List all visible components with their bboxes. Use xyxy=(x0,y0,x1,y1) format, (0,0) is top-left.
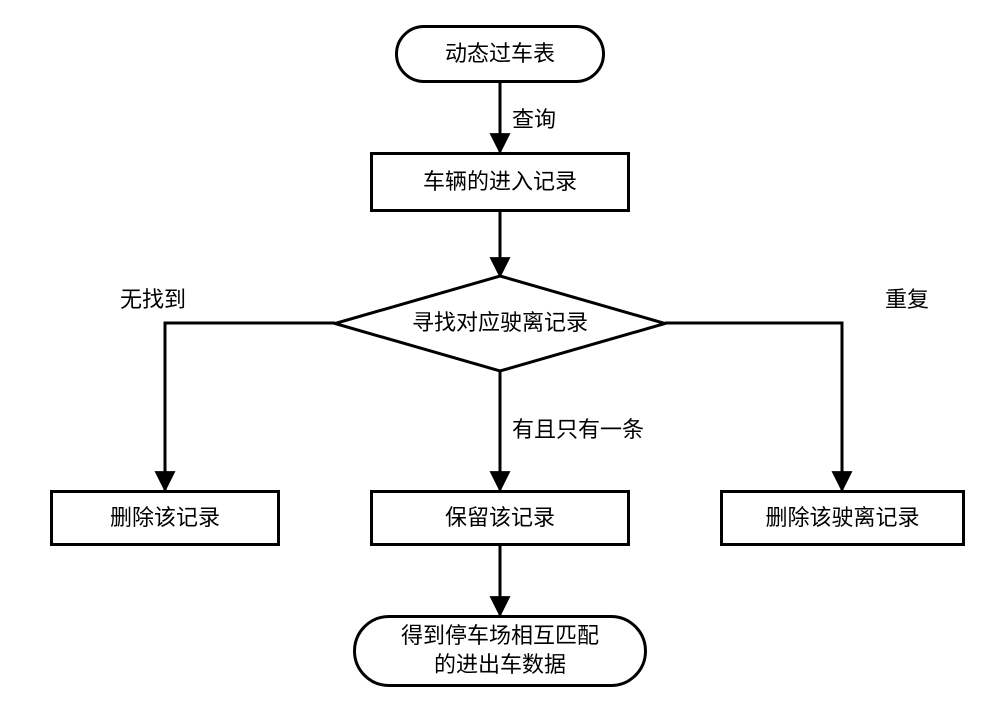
edge-label: 重复 xyxy=(885,282,929,314)
terminal-node: 得到停车场相互匹配 的进出车数据 xyxy=(353,615,647,687)
decision-label: 寻找对应驶离记录 xyxy=(335,276,665,371)
edge xyxy=(165,323,335,490)
terminal-node: 动态过车表 xyxy=(395,25,605,83)
process-node: 删除该驶离记录 xyxy=(720,490,965,546)
flowchart-canvas: 查询有且只有一条 无找到 重复 动态过车表车辆的进入记录寻找对应驶离记录删除该记录 保留… xyxy=(0,0,1000,706)
edge-label: 查询 xyxy=(512,102,556,134)
edge-label: 无找到 xyxy=(120,282,186,314)
edge-label: 有且只有一条 xyxy=(512,412,644,444)
process-node: 删除该记录 xyxy=(50,490,280,546)
edge xyxy=(665,323,842,490)
process-node: 车辆的进入记录 xyxy=(370,152,630,212)
process-node: 保留该记录 xyxy=(370,490,630,546)
